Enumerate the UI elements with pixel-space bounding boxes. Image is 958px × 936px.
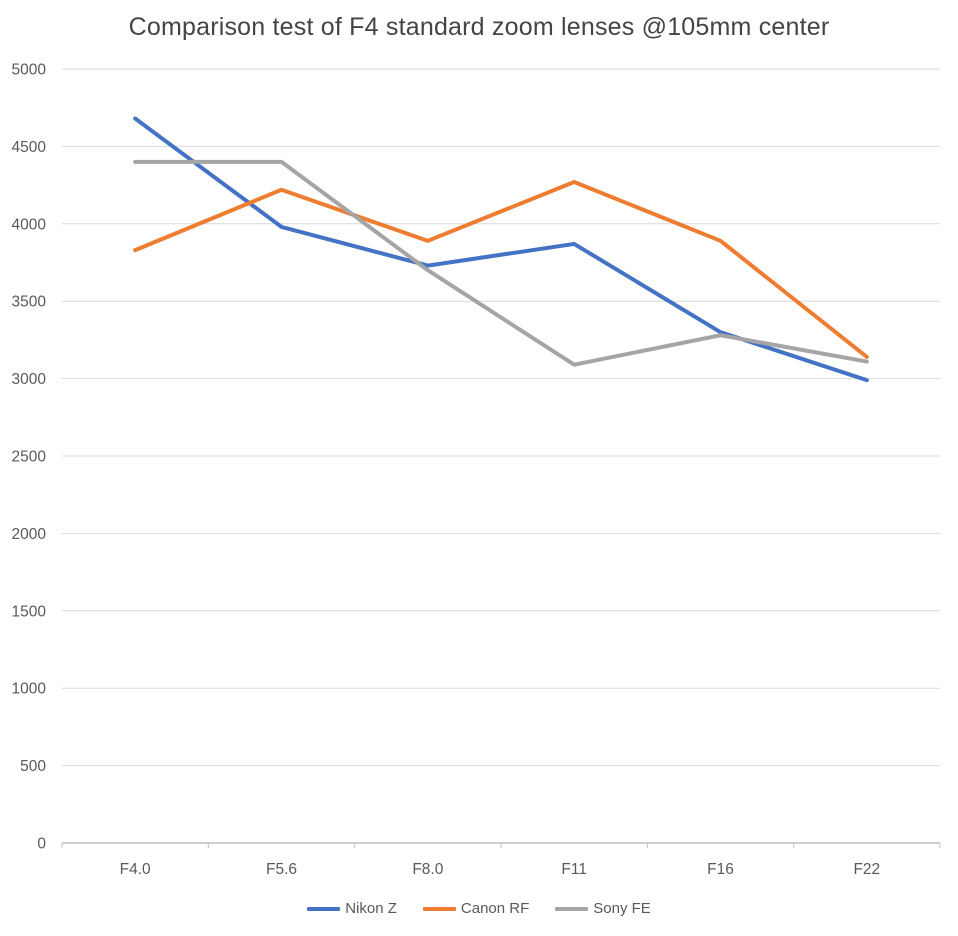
y-axis-tick-label: 5000 (12, 62, 47, 79)
legend-item-nikon-z: Nikon Z (307, 900, 397, 917)
legend-swatch-canon-rf (422, 906, 456, 911)
y-axis-tick-label: 1500 (12, 603, 47, 620)
y-axis-tick-label: 2000 (12, 526, 47, 543)
x-axis-tick-label: F5.6 (266, 861, 297, 878)
x-axis-tick-label: F8.0 (412, 861, 443, 878)
y-axis-tick-label: 4000 (12, 216, 47, 233)
x-axis-tick-label: F16 (707, 861, 734, 878)
chart-title: Comparison test of F4 standard zoom lens… (128, 13, 830, 41)
y-axis-tick-label: 3000 (12, 371, 47, 388)
y-axis-tick-label: 1000 (12, 681, 47, 698)
y-axis-tick-label: 2500 (12, 449, 47, 466)
legend-label-sony-fe: Sony FE (593, 900, 651, 917)
y-axis-tick-label: 4500 (12, 139, 47, 156)
y-axis-tick-label: 500 (20, 758, 46, 775)
chart-legend: Nikon Z Canon RF Sony FE (0, 900, 958, 917)
legend-swatch-nikon-z (307, 906, 341, 911)
series-line-canon-rf (133, 180, 869, 359)
legend-label-canon-rf: Canon RF (460, 900, 530, 917)
x-axis-tick-label: F11 (561, 861, 587, 878)
legend-item-canon-rf: Canon RF (422, 900, 530, 917)
x-axis-tick-label: F4.0 (120, 861, 151, 878)
x-axis-tick-label: F22 (853, 861, 880, 878)
legend-item-sony-fe: Sony FE (555, 900, 651, 917)
y-axis-tick-label: 0 (37, 836, 46, 853)
legend-swatch-sony-fe (555, 906, 589, 911)
series-line-sony-fe (133, 159, 869, 367)
y-axis-tick-label: 3500 (12, 294, 47, 311)
legend-label-nikon-z: Nikon Z (345, 900, 397, 917)
